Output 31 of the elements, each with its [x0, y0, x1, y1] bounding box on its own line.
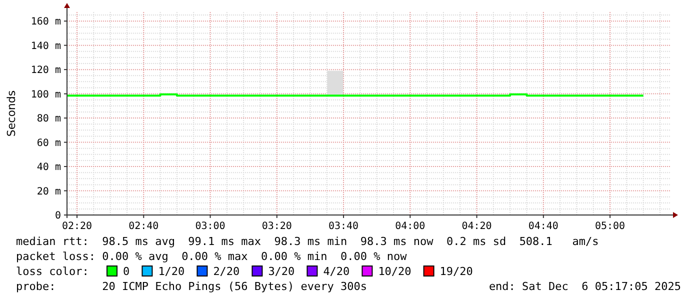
- x-tick-label: 05:00: [594, 221, 626, 232]
- legend-title: loss color:: [16, 265, 89, 278]
- legend-label: 0: [123, 265, 130, 278]
- x-tick-label: 03:20: [262, 221, 292, 232]
- x-tick-label: 04:40: [528, 221, 558, 232]
- y-tick-label: 0: [54, 210, 61, 222]
- legend-label: 2/20: [213, 265, 240, 278]
- y-tick-label: 140 m: [30, 40, 61, 52]
- y-tick-label: 60 m: [36, 138, 61, 149]
- legend-label: 19/20: [440, 265, 473, 278]
- legend-label: 4/20: [323, 265, 350, 278]
- text: end: Sat Dec 6 05:17:05 2025: [488, 280, 681, 293]
- text: probe: 20 ICMP Echo Pings (56 Bytes) every 300s: [16, 280, 367, 293]
- y-tick-label: 100 m: [30, 89, 61, 100]
- y-tick-label: 20 m: [36, 186, 61, 198]
- legend-label: 10/20: [378, 265, 412, 278]
- x-tick-label: 02:40: [128, 221, 159, 232]
- x-tick-label: 04:00: [395, 221, 426, 232]
- legend-label: 3/20: [268, 265, 295, 278]
- text: packet loss: 0.00 % avg 0.00 % max 0.00 % min 0.00 % now: [16, 250, 408, 263]
- y-tick-label: 120 m: [30, 65, 61, 76]
- y-tick-label: 40 m: [36, 162, 61, 174]
- x-tick-label: 02:20: [62, 221, 92, 232]
- x-tick-label: 04:20: [462, 221, 492, 232]
- y-tick-label: 160 m: [30, 16, 61, 28]
- x-tick-label: 03:40: [328, 221, 359, 232]
- y-axis-title: Seconds: [5, 90, 18, 137]
- text: median rtt: 98.5 ms avg 99.1 ms max 98.3 ms min 98.3 ms now 0.2 ms sd 508.1 am/s: [16, 235, 599, 248]
- legend-label: 1/20: [158, 265, 185, 278]
- y-tick-label: 80 m: [36, 114, 61, 125]
- x-tick-label: 03:00: [195, 221, 226, 232]
